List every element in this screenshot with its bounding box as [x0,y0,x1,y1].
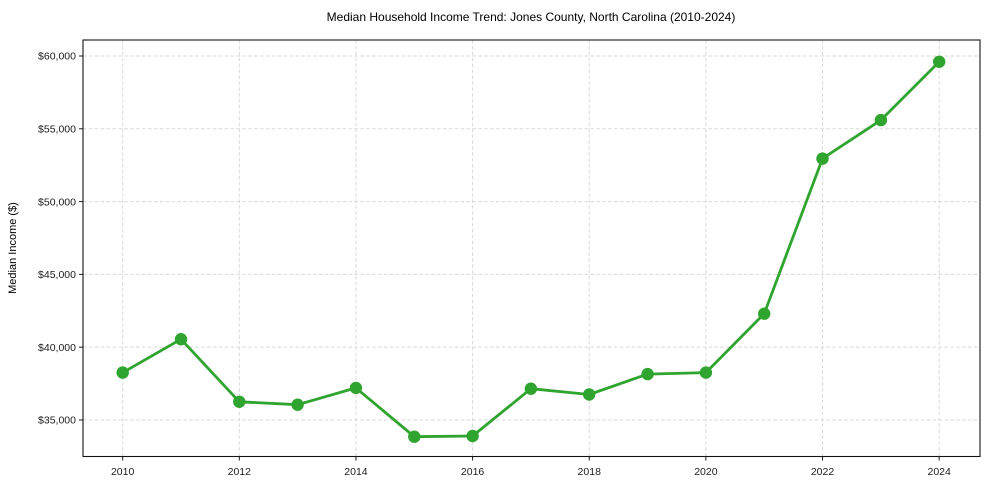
income-series-layer [116,55,946,443]
data-point-2017 [524,382,538,395]
y-axis-title: Median Income ($) [7,202,19,294]
y-tick-label: $55,000 [38,124,76,136]
data-point-2019 [641,367,654,381]
x-tick-label: 2024 [927,466,951,478]
x-tick-label: 2012 [228,466,252,478]
data-point-2014 [349,381,363,395]
plot-border [82,39,981,458]
x-tick-label: 2020 [694,466,718,478]
data-point-2010 [116,366,129,379]
axes-layer: $35,000 $40,000 $45,000 $50,000 $55,000 $60,0… [38,39,981,478]
data-point-2016 [466,429,479,443]
y-tick-label: $40,000 [38,342,76,354]
y-tick-label: $35,000 [38,415,76,427]
x-tick-label: 2022 [811,466,835,478]
data-point-2011 [174,333,188,346]
data-point-2023 [874,113,888,127]
data-point-2018 [583,388,596,401]
x-tick-label: 2014 [344,466,368,478]
data-point-2012 [233,395,246,408]
x-tick-label: 2010 [111,466,135,478]
trend-line [121,60,941,439]
x-tick-label: 2016 [461,466,485,478]
data-point-2015 [408,430,421,443]
data-point-2013 [291,398,304,411]
y-tick-label: $45,000 [38,269,76,281]
data-point-2020 [699,366,713,379]
data-point-2021 [758,307,771,320]
y-tick-label: $50,000 [38,196,76,208]
data-point-2024 [933,55,946,68]
x-tick-label: 2018 [578,466,602,478]
grid-layer [83,40,980,457]
y-tick-label: $60,000 [38,51,76,63]
data-point-2022 [816,152,829,165]
chart-title: Median Household Income Trend: Jones Cou… [327,10,736,24]
